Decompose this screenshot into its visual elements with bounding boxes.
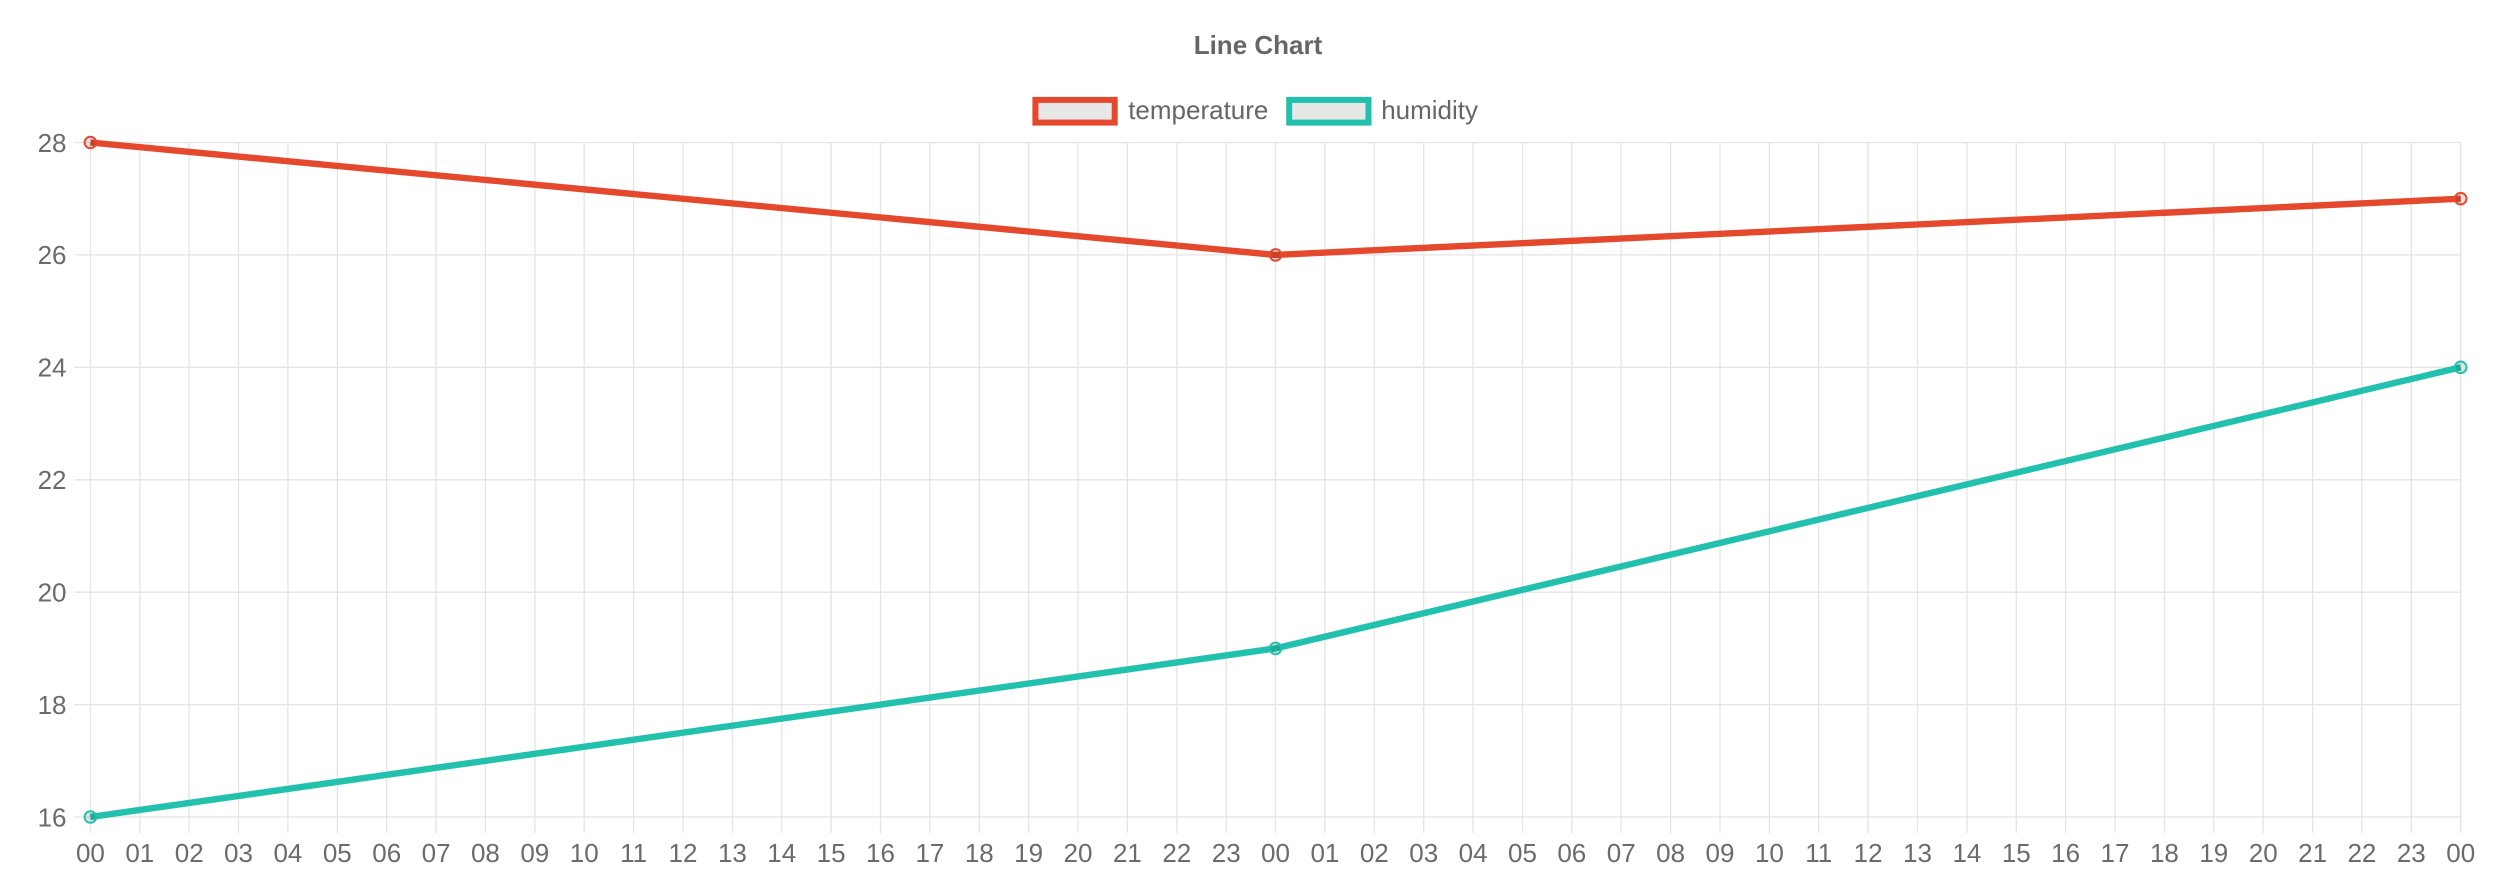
svg-text:19: 19 — [1014, 838, 1043, 868]
svg-text:01: 01 — [1310, 838, 1339, 868]
svg-text:15: 15 — [2002, 838, 2031, 868]
svg-text:16: 16 — [38, 802, 67, 832]
svg-text:07: 07 — [422, 838, 451, 868]
svg-text:21: 21 — [1113, 838, 1142, 868]
svg-text:05: 05 — [323, 838, 352, 868]
svg-text:11: 11 — [620, 838, 647, 868]
svg-text:18: 18 — [965, 838, 994, 868]
svg-text:03: 03 — [224, 838, 253, 868]
svg-text:04: 04 — [273, 838, 302, 868]
svg-text:18: 18 — [2150, 838, 2179, 868]
svg-text:temperature: temperature — [1128, 95, 1268, 125]
svg-text:11: 11 — [1805, 838, 1832, 868]
svg-text:21: 21 — [2298, 838, 2327, 868]
svg-text:23: 23 — [1212, 838, 1241, 868]
svg-text:10: 10 — [570, 838, 599, 868]
svg-text:12: 12 — [669, 838, 698, 868]
svg-text:02: 02 — [175, 838, 204, 868]
svg-text:17: 17 — [2101, 838, 2130, 868]
svg-text:16: 16 — [866, 838, 895, 868]
svg-text:18: 18 — [38, 690, 67, 720]
svg-text:02: 02 — [1360, 838, 1389, 868]
svg-text:14: 14 — [1952, 838, 1981, 868]
svg-text:06: 06 — [1557, 838, 1586, 868]
svg-text:14: 14 — [767, 838, 796, 868]
svg-text:20: 20 — [1064, 838, 1093, 868]
svg-text:16: 16 — [2051, 838, 2080, 868]
svg-text:22: 22 — [1162, 838, 1191, 868]
svg-text:07: 07 — [1607, 838, 1636, 868]
svg-text:08: 08 — [1656, 838, 1685, 868]
svg-text:13: 13 — [1903, 838, 1932, 868]
svg-text:22: 22 — [2347, 838, 2376, 868]
svg-text:03: 03 — [1409, 838, 1438, 868]
svg-text:00: 00 — [1261, 838, 1290, 868]
svg-text:04: 04 — [1459, 838, 1488, 868]
svg-text:28: 28 — [38, 128, 67, 158]
svg-text:06: 06 — [372, 838, 401, 868]
svg-text:19: 19 — [2199, 838, 2228, 868]
svg-text:09: 09 — [1706, 838, 1735, 868]
svg-text:26: 26 — [38, 240, 67, 270]
svg-text:17: 17 — [915, 838, 944, 868]
svg-text:13: 13 — [718, 838, 747, 868]
svg-text:05: 05 — [1508, 838, 1537, 868]
svg-text:humidity: humidity — [1381, 95, 1478, 125]
svg-text:01: 01 — [125, 838, 154, 868]
svg-text:22: 22 — [38, 465, 67, 495]
svg-text:00: 00 — [76, 838, 105, 868]
svg-text:23: 23 — [2397, 838, 2426, 868]
svg-text:15: 15 — [817, 838, 846, 868]
svg-text:08: 08 — [471, 838, 500, 868]
svg-text:Line Chart: Line Chart — [1194, 30, 1323, 60]
svg-text:00: 00 — [2446, 838, 2475, 868]
svg-text:10: 10 — [1755, 838, 1784, 868]
svg-text:24: 24 — [38, 353, 67, 383]
svg-text:20: 20 — [2249, 838, 2278, 868]
svg-text:12: 12 — [1854, 838, 1883, 868]
svg-text:20: 20 — [38, 578, 67, 608]
svg-text:09: 09 — [520, 838, 549, 868]
